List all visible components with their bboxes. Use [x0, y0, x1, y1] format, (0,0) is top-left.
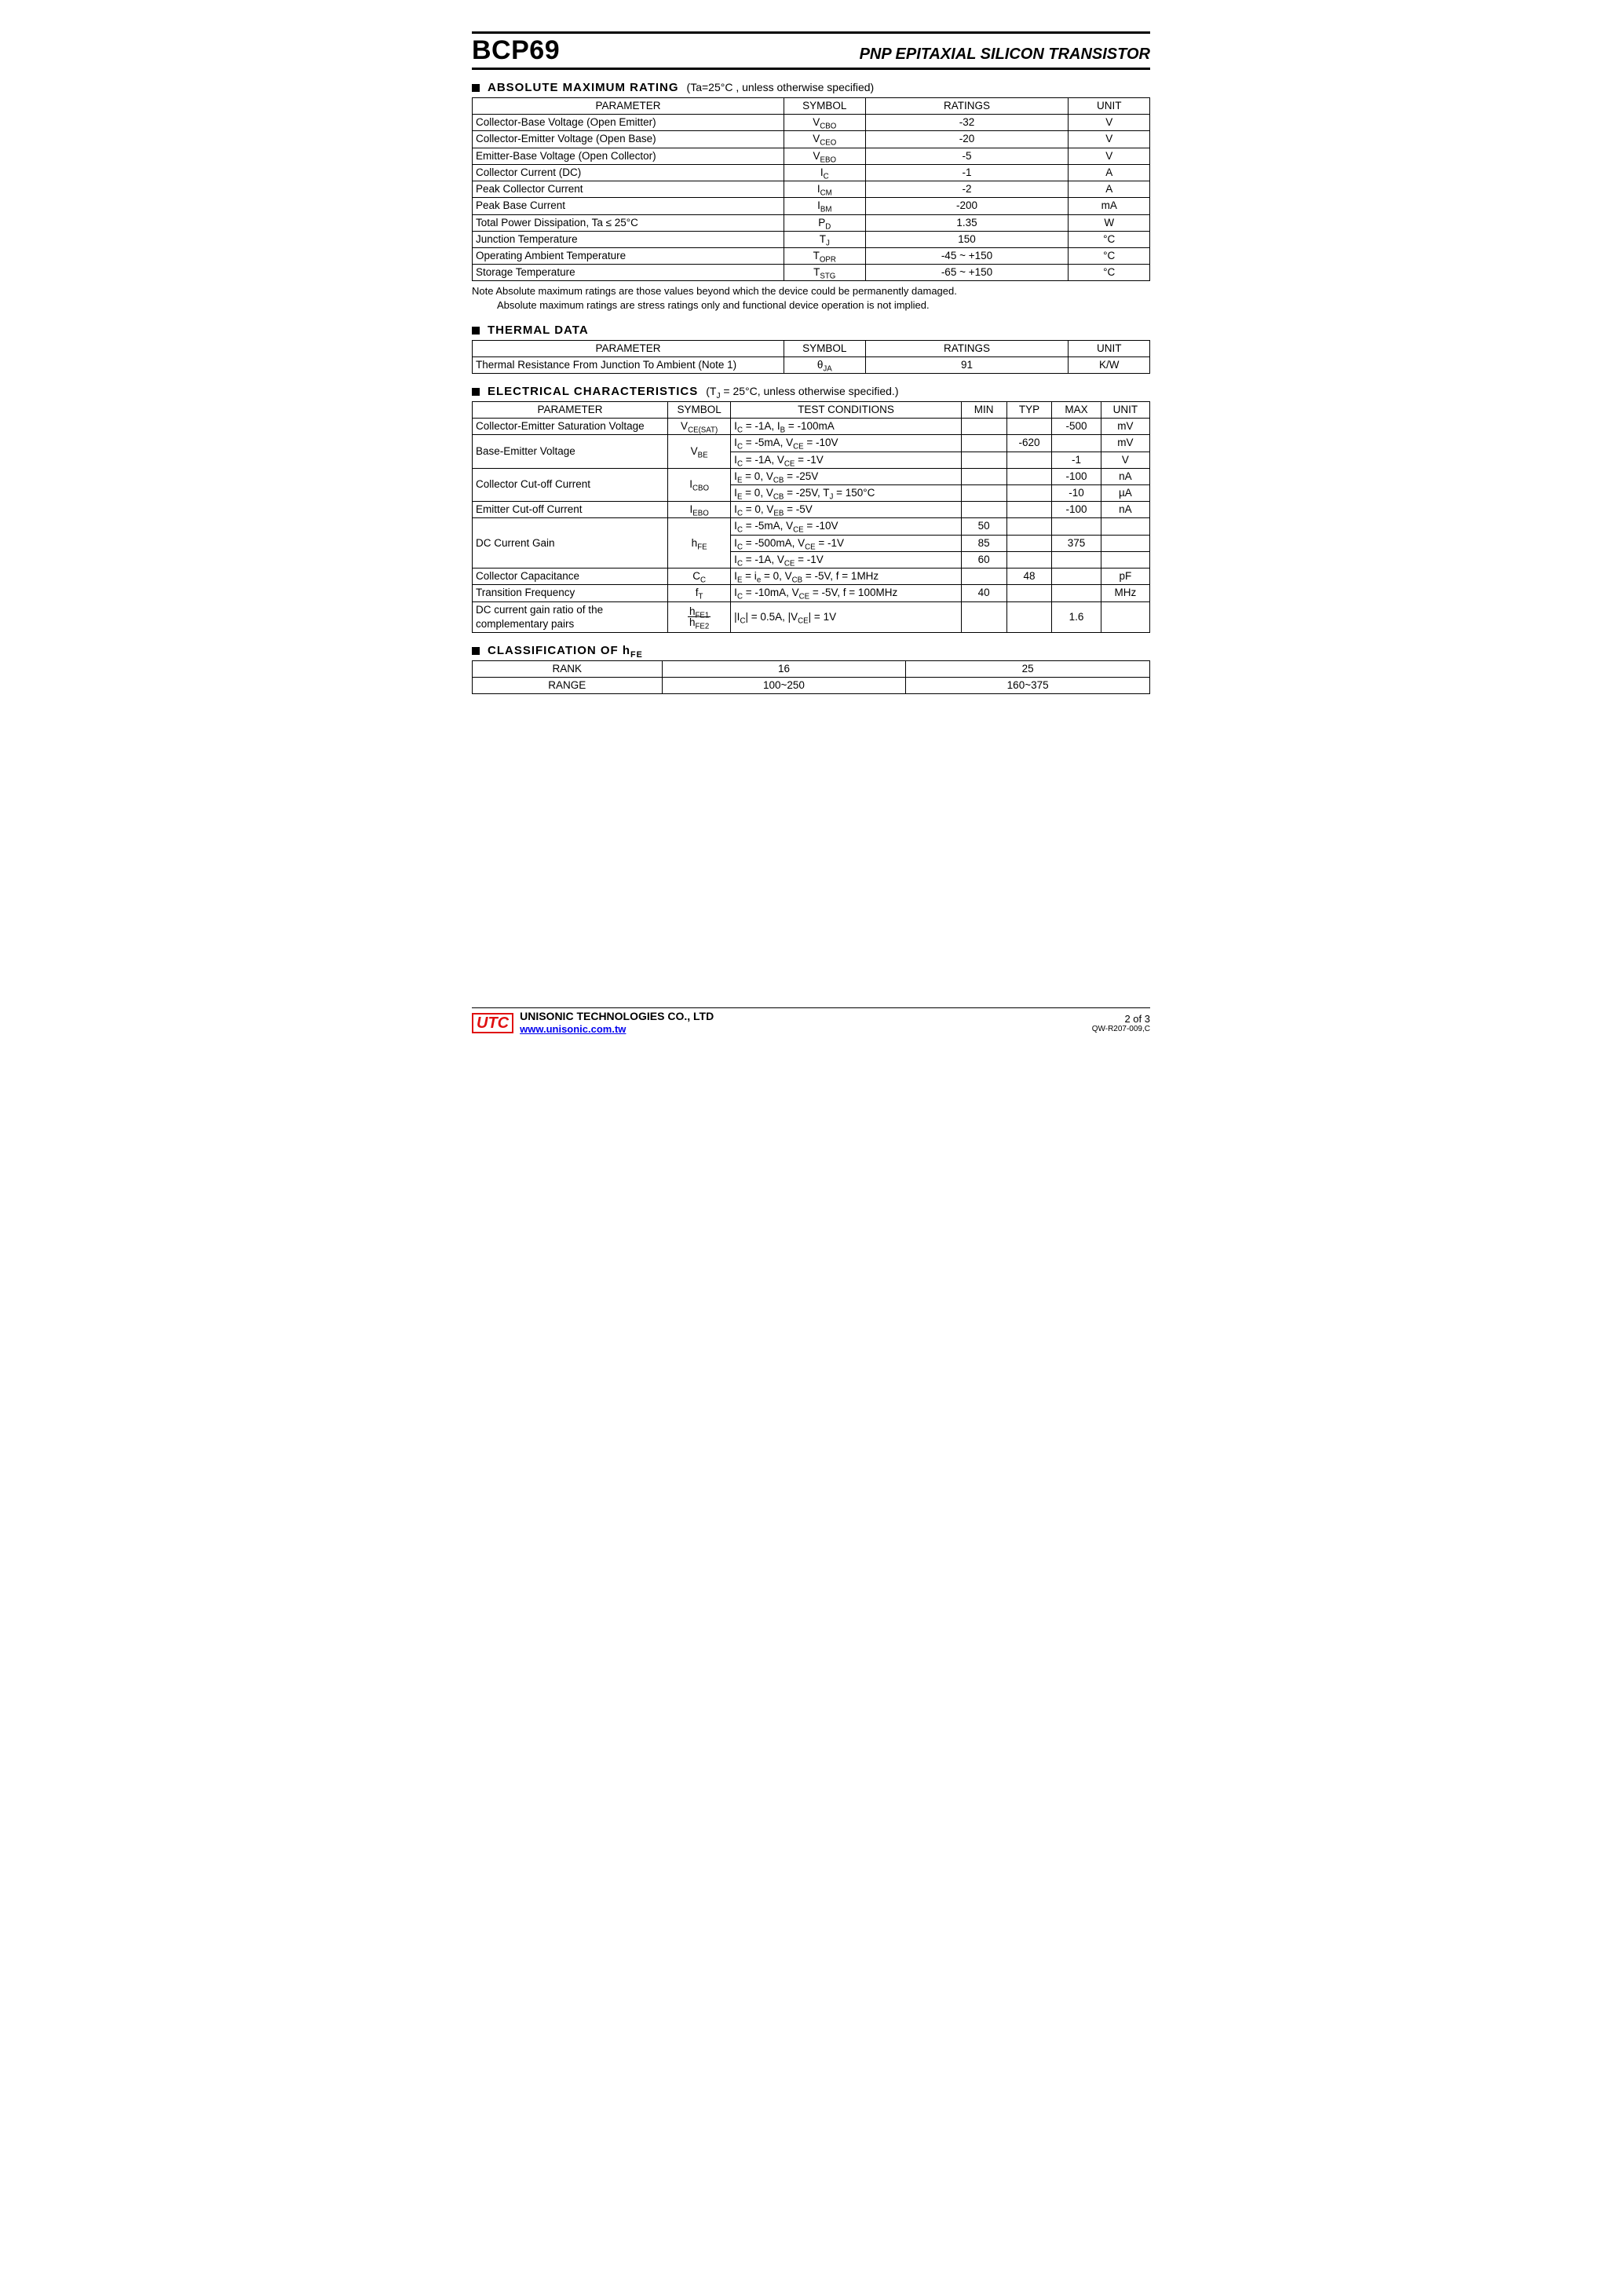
- table-row: Collector-Base Voltage (Open Emitter)VCB…: [473, 115, 1150, 131]
- table-row: Operating Ambient TemperatureTOPR-45 ~ +…: [473, 247, 1150, 264]
- thm-col-unit: UNIT: [1069, 340, 1150, 356]
- table-row: Transition Frequency fT IC = -10mA, VCE …: [473, 585, 1150, 601]
- hfe-table: RANK 16 25 RANGE 100~250 160~375: [472, 660, 1150, 694]
- hfe-heading: CLASSIFICATION OF hFE: [472, 644, 1150, 657]
- elec-conditions: (TJ = 25°C, unless otherwise specified.): [706, 385, 898, 397]
- elec-table: PARAMETER SYMBOL TEST CONDITIONS MIN TYP…: [472, 401, 1150, 633]
- table-row: Collector-Emitter Saturation Voltage VCE…: [473, 419, 1150, 435]
- elec-body: Collector-Emitter Saturation Voltage VCE…: [473, 419, 1150, 633]
- table-row: Base-Emitter Voltage VBE IC = -5mA, VCE …: [473, 435, 1150, 452]
- bullet-icon: [472, 84, 480, 92]
- thermal-table: PARAMETER SYMBOL RATINGS UNIT Thermal Re…: [472, 340, 1150, 374]
- table-row: Junction TemperatureTJ150°C: [473, 231, 1150, 247]
- elec-title: ELECTRICAL CHARACTERISTICS: [488, 385, 698, 398]
- table-row: RANK 16 25: [473, 661, 1150, 678]
- doc-number: QW-R207-009,C: [1092, 1025, 1150, 1033]
- page-title: PNP EPITAXIAL SILICON TRANSISTOR: [860, 46, 1150, 64]
- table-row: Emitter-Base Voltage (Open Collector)VEB…: [473, 148, 1150, 164]
- elec-heading: ELECTRICAL CHARACTERISTICS (TJ = 25°C, u…: [472, 385, 1150, 398]
- table-row: DC Current Gain hFE IC = -5mA, VCE = -10…: [473, 518, 1150, 535]
- page-number: 2 of 3: [1092, 1013, 1150, 1025]
- table-row: Thermal Resistance From Junction To Ambi…: [473, 356, 1150, 373]
- elec-col-parameter: PARAMETER: [473, 401, 668, 418]
- part-number: BCP69: [472, 35, 560, 66]
- company-name: UNISONIC TECHNOLOGIES CO., LTD: [520, 1010, 714, 1022]
- bullet-icon: [472, 327, 480, 335]
- amr-table: PARAMETER SYMBOL RATINGS UNIT Collector-…: [472, 97, 1150, 281]
- table-row: RANGE 100~250 160~375: [473, 678, 1150, 694]
- elec-col-typ: TYP: [1006, 401, 1052, 418]
- hfe-title: CLASSIFICATION OF hFE: [488, 644, 643, 657]
- table-row: Collector Capacitance CC IE = ie = 0, VC…: [473, 569, 1150, 585]
- utc-logo: UTC: [472, 1013, 513, 1033]
- amr-conditions: (Ta=25°C , unless otherwise specified): [687, 81, 875, 93]
- table-row: Peak Collector CurrentICM-2A: [473, 181, 1150, 198]
- thm-col-ratings: RATINGS: [865, 340, 1069, 356]
- elec-col-test: TEST CONDITIONS: [731, 401, 962, 418]
- amr-title: ABSOLUTE MAXIMUM RATING: [488, 81, 679, 94]
- elec-col-unit: UNIT: [1101, 401, 1149, 418]
- ratio-fraction: hFE1 hFE2: [688, 606, 711, 628]
- table-row: DC current gain ratio of the complementa…: [473, 601, 1150, 632]
- elec-col-max: MAX: [1052, 401, 1101, 418]
- table-row: Storage TemperatureTSTG-65 ~ +150°C: [473, 265, 1150, 281]
- amr-heading: ABSOLUTE MAXIMUM RATING (Ta=25°C , unles…: [472, 81, 1150, 94]
- page-header: BCP69 PNP EPITAXIAL SILICON TRANSISTOR: [472, 35, 1150, 70]
- amr-note: Note Absolute maximum ratings are those …: [472, 284, 1150, 312]
- company-url[interactable]: www.unisonic.com.tw: [520, 1023, 626, 1035]
- table-row: Emitter Cut-off Current IEBO IC = 0, VEB…: [473, 502, 1150, 518]
- amr-col-parameter: PARAMETER: [473, 98, 784, 115]
- table-row: Peak Base CurrentIBM-200mA: [473, 198, 1150, 214]
- table-row: Collector Cut-off Current ICBO IE = 0, V…: [473, 468, 1150, 484]
- thermal-title: THERMAL DATA: [488, 324, 589, 337]
- bullet-icon: [472, 388, 480, 396]
- table-row: Collector-Emitter Voltage (Open Base)VCE…: [473, 131, 1150, 148]
- thm-col-symbol: SYMBOL: [784, 340, 865, 356]
- amr-col-symbol: SYMBOL: [784, 98, 865, 115]
- elec-col-min: MIN: [961, 401, 1006, 418]
- page-footer: UTC UNISONIC TECHNOLOGIES CO., LTD www.u…: [472, 1007, 1150, 1036]
- amr-col-unit: UNIT: [1069, 98, 1150, 115]
- bullet-icon: [472, 647, 480, 655]
- table-row: Collector Current (DC)IC-1A: [473, 164, 1150, 181]
- thm-col-parameter: PARAMETER: [473, 340, 784, 356]
- amr-col-ratings: RATINGS: [865, 98, 1069, 115]
- elec-col-symbol: SYMBOL: [668, 401, 731, 418]
- thermal-heading: THERMAL DATA: [472, 324, 1150, 337]
- table-row: Total Power Dissipation, Ta ≤ 25°CPD1.35…: [473, 214, 1150, 231]
